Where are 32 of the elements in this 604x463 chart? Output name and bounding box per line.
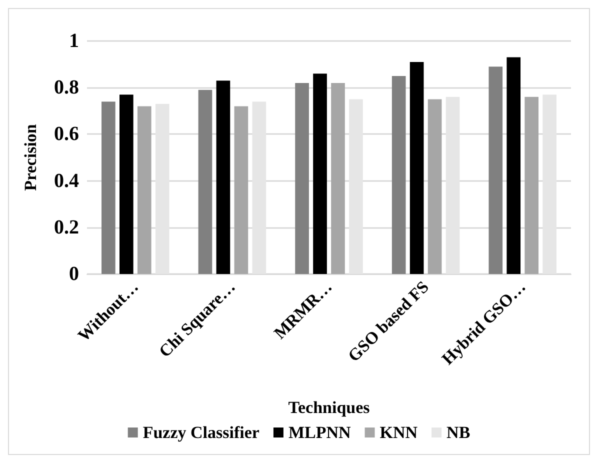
bar <box>252 102 266 274</box>
bar <box>392 76 406 274</box>
bar <box>295 82 309 274</box>
y-tick-label: 0.4 <box>54 170 79 192</box>
bar <box>119 94 134 274</box>
bar <box>446 96 460 274</box>
bar <box>234 106 248 274</box>
bar <box>216 80 230 274</box>
bar <box>524 96 539 274</box>
bar <box>488 66 503 274</box>
bar <box>155 104 170 274</box>
bar <box>137 106 152 274</box>
bar <box>542 94 556 274</box>
y-tick-label: 0.6 <box>54 123 79 146</box>
bar <box>331 82 345 274</box>
bar <box>102 102 116 274</box>
y-tick-label: 0.2 <box>54 216 79 238</box>
y-tick-label: 0 <box>69 263 79 285</box>
y-tick-label: 0.8 <box>54 76 79 99</box>
legend-label: NB <box>446 423 470 442</box>
legend-label: KNN <box>380 423 418 442</box>
y-tick-label: 1 <box>69 30 79 52</box>
legend-label: Fuzzy Classifier <box>142 423 260 442</box>
bar <box>198 90 212 274</box>
bar <box>410 62 424 274</box>
legend-label: MLPNN <box>288 423 352 442</box>
bar <box>313 74 327 274</box>
bar <box>506 57 521 274</box>
y-axis-title: Precision <box>21 124 40 191</box>
bar <box>428 99 442 274</box>
x-axis-title: Techniques <box>288 398 370 417</box>
bar <box>349 99 363 274</box>
